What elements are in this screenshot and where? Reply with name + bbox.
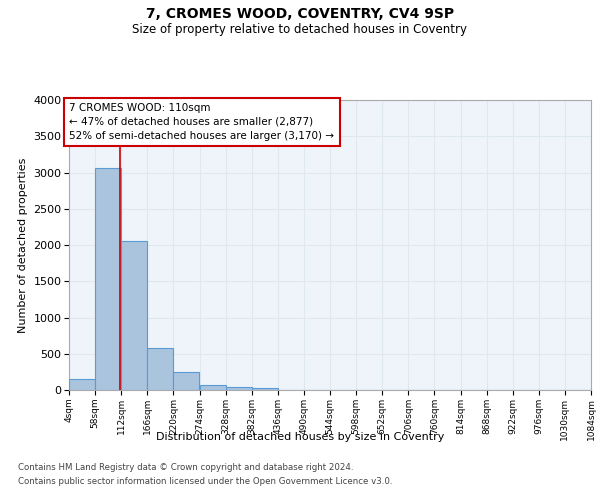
- Text: 7, CROMES WOOD, COVENTRY, CV4 9SP: 7, CROMES WOOD, COVENTRY, CV4 9SP: [146, 8, 454, 22]
- Bar: [252, 388, 278, 390]
- Bar: [199, 386, 226, 390]
- Bar: [226, 387, 252, 390]
- Bar: [95, 168, 121, 390]
- Text: Contains HM Land Registry data © Crown copyright and database right 2024.: Contains HM Land Registry data © Crown c…: [18, 462, 353, 471]
- Bar: [69, 379, 95, 390]
- Text: Contains public sector information licensed under the Open Government Licence v3: Contains public sector information licen…: [18, 478, 392, 486]
- Y-axis label: Number of detached properties: Number of detached properties: [17, 158, 28, 332]
- Bar: [121, 240, 148, 390]
- Text: Size of property relative to detached houses in Coventry: Size of property relative to detached ho…: [133, 22, 467, 36]
- Text: Distribution of detached houses by size in Coventry: Distribution of detached houses by size …: [156, 432, 444, 442]
- Bar: [173, 372, 199, 390]
- Text: 7 CROMES WOOD: 110sqm
← 47% of detached houses are smaller (2,877)
52% of semi-d: 7 CROMES WOOD: 110sqm ← 47% of detached …: [70, 103, 334, 141]
- Bar: [148, 348, 173, 390]
